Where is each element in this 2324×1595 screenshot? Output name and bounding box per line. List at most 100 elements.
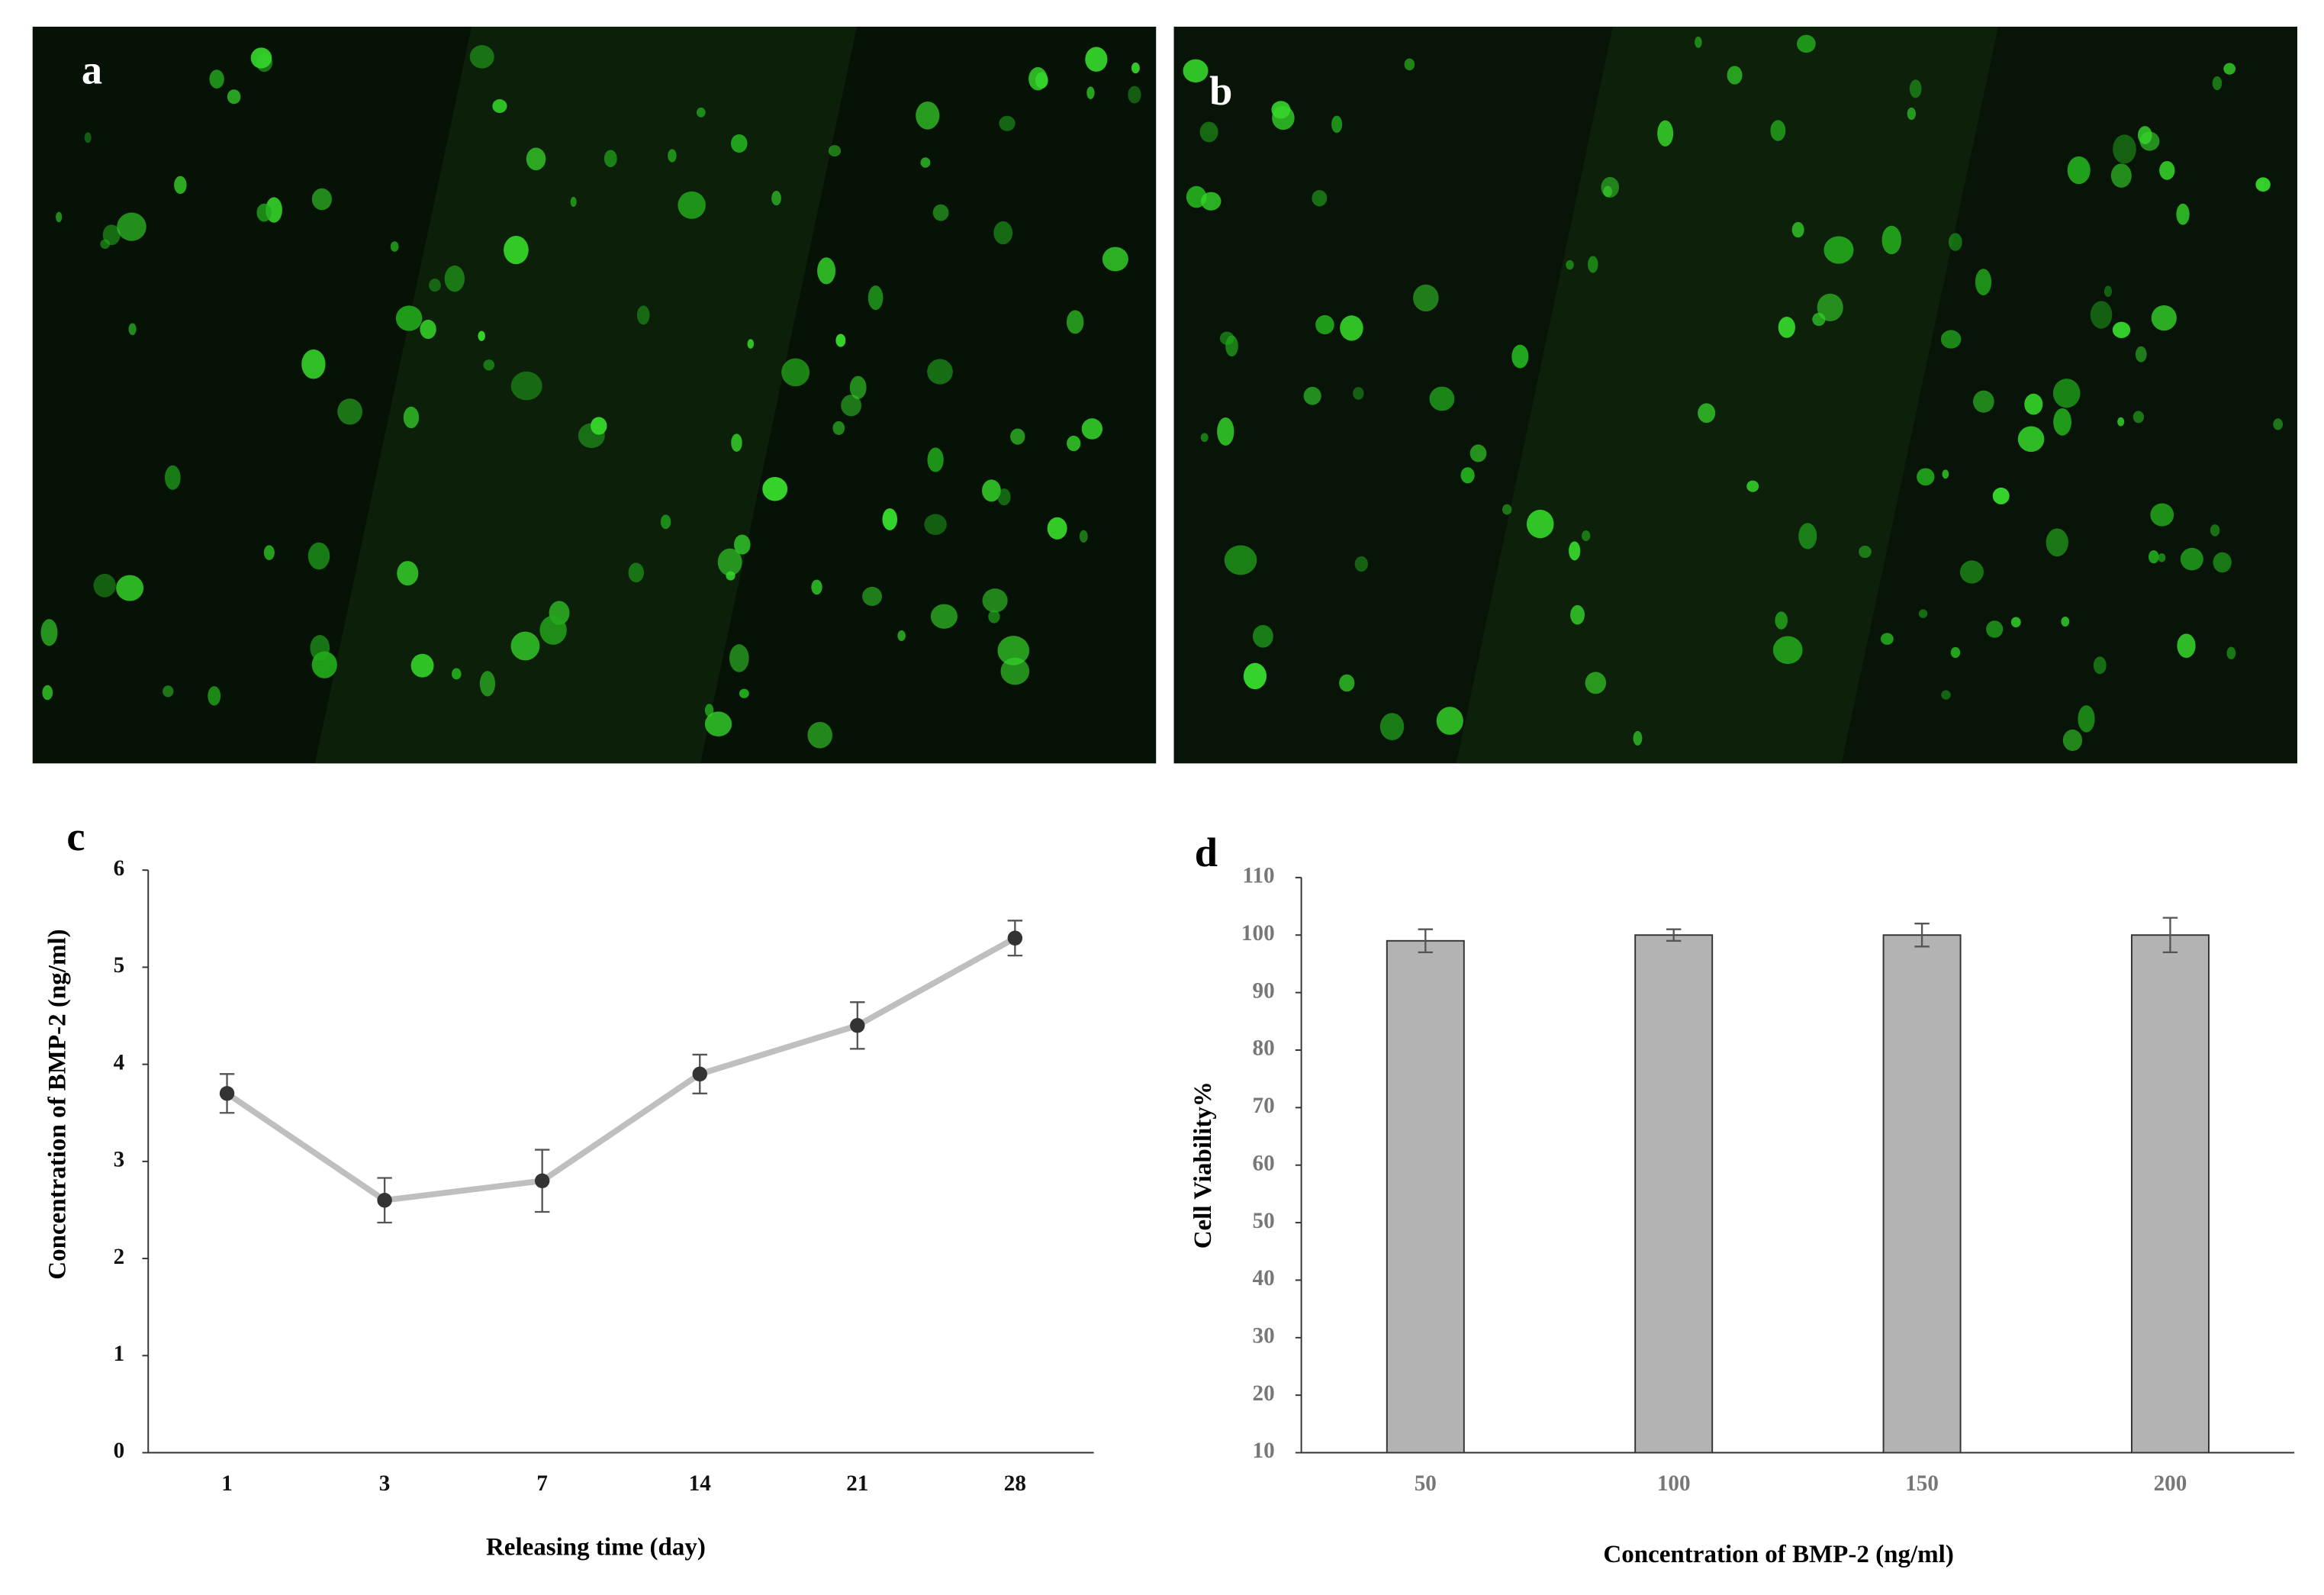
cell (2148, 550, 2159, 564)
cell (2093, 656, 2107, 675)
cell (1243, 662, 1267, 690)
cell (932, 204, 949, 221)
marker (692, 1066, 707, 1082)
cell (2046, 528, 2068, 557)
cell (2112, 321, 2131, 339)
cell (1796, 34, 1816, 53)
x-tick-label: 50 (1415, 1471, 1437, 1496)
cell (1585, 672, 1607, 694)
y-tick-label: 0 (114, 1439, 125, 1463)
cell (1973, 390, 1994, 413)
cell (311, 651, 337, 678)
cell (1201, 192, 1222, 211)
cell (117, 212, 146, 241)
cell (1881, 225, 1901, 255)
cell (174, 176, 187, 195)
cell (591, 417, 607, 435)
cell (390, 241, 399, 252)
y-tick-label: 4 (114, 1050, 125, 1075)
cell (116, 575, 144, 601)
cell (1975, 269, 1992, 295)
cell (1511, 344, 1529, 369)
x-axis-label: Concentration of BMP-2 (ng/ml) (1603, 1541, 1953, 1568)
cell (478, 330, 485, 341)
cell (301, 349, 326, 379)
marker (1007, 930, 1023, 946)
cell (1959, 560, 1984, 584)
cell (2052, 379, 2081, 408)
cell (2061, 616, 2070, 627)
cell (811, 579, 822, 595)
cell (1657, 120, 1674, 147)
cell (1217, 417, 1234, 446)
y-tick-label: 100 (1241, 921, 1275, 946)
cell (165, 465, 181, 490)
cell (250, 47, 272, 69)
cell (1086, 86, 1095, 99)
cell (1791, 221, 1804, 238)
cell (2078, 705, 2095, 733)
cell (1047, 517, 1067, 540)
cell (993, 221, 1013, 245)
marker (377, 1193, 392, 1208)
cell (628, 562, 644, 583)
y-tick-label: 50 (1253, 1209, 1275, 1233)
cell (1469, 444, 1487, 462)
cell (263, 545, 275, 560)
cell (678, 191, 706, 219)
cell (817, 257, 836, 285)
cell (1353, 387, 1364, 400)
panel-label: b (1209, 68, 1232, 114)
cell (1128, 85, 1141, 104)
cell (1727, 66, 1743, 85)
cell (1379, 713, 1405, 740)
cell (1000, 657, 1030, 685)
y-tick-label: 2 (114, 1245, 125, 1269)
cell (444, 265, 465, 292)
cell (1199, 121, 1218, 143)
cell (1413, 284, 1439, 312)
cell (704, 711, 732, 736)
marker (534, 1173, 550, 1189)
cell (2150, 503, 2174, 527)
cell (730, 134, 748, 153)
cell (1224, 545, 1257, 575)
cell (2062, 729, 2083, 752)
cell (2053, 408, 2071, 436)
cell (1354, 556, 1369, 572)
cell (1698, 403, 1716, 424)
cell (2213, 552, 2232, 573)
error-bar (1666, 928, 1682, 942)
cell (483, 359, 495, 371)
cell (1271, 101, 1291, 119)
cell (1772, 636, 1803, 665)
cell (539, 615, 567, 645)
cell (451, 668, 462, 680)
cell (988, 610, 1000, 624)
cell (849, 375, 867, 399)
cell (1526, 509, 1554, 539)
cell (1986, 620, 2004, 638)
cell (56, 211, 63, 223)
cell (2158, 553, 2166, 562)
cell (128, 323, 137, 336)
cell (510, 631, 540, 661)
cell (1775, 611, 1788, 630)
cell (731, 433, 742, 452)
cell (1695, 36, 1702, 48)
x-tick-label: 150 (1905, 1471, 1939, 1496)
panel-label: d (1195, 830, 1218, 875)
cell (897, 630, 906, 641)
x-tick-label: 1 (221, 1471, 233, 1496)
cell (2177, 633, 2196, 659)
x-tick-label: 100 (1657, 1471, 1691, 1496)
x-tick-label: 21 (846, 1471, 868, 1496)
cell (1907, 107, 1916, 121)
cell (1917, 468, 1935, 486)
cell (747, 339, 755, 349)
error-bar (1914, 923, 1930, 948)
y-tick-label: 90 (1253, 978, 1275, 1003)
marker (850, 1018, 865, 1033)
cell (832, 420, 845, 435)
